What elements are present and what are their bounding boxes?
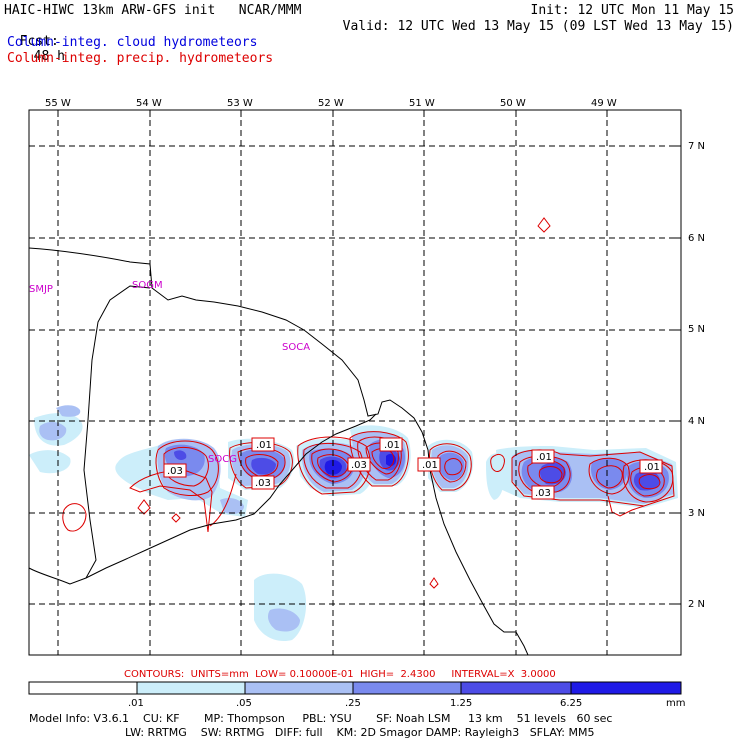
lon-label-55w: 55 W bbox=[45, 98, 71, 109]
colorbar-tick: .01 bbox=[128, 698, 144, 709]
colorbar-swatch bbox=[136, 681, 246, 695]
lon-label-53w: 53 W bbox=[227, 98, 253, 109]
station-label-smjp: SMJP bbox=[29, 284, 53, 295]
svg-text:.03: .03 bbox=[255, 478, 271, 489]
lat-label-3n: 3 N bbox=[688, 508, 706, 519]
colorbar-swatch bbox=[244, 681, 354, 695]
colorbar-swatch bbox=[460, 681, 572, 695]
colorbar-swatch bbox=[28, 681, 138, 695]
init-time: Init: 12 UTC Mon 11 May 15 bbox=[530, 3, 735, 18]
model-info-line-1: Model Info: V3.6.1 CU: KF MP: Thompson P… bbox=[29, 712, 613, 725]
model-info-line-2: LW: RRTMG SW: RRTMG DIFF: full KM: 2D Sm… bbox=[125, 726, 595, 739]
fcst-value: 48 h bbox=[33, 49, 65, 64]
svg-text:.01: .01 bbox=[256, 440, 272, 451]
colorbar-tick: .25 bbox=[345, 698, 361, 709]
colorbar-tick: 6.25 bbox=[560, 698, 583, 709]
lat-label-5n: 5 N bbox=[688, 324, 706, 335]
moderate-shading bbox=[39, 405, 674, 632]
station-label-sogm: SOGM bbox=[132, 280, 163, 291]
lon-label-50w: 50 W bbox=[500, 98, 526, 109]
lat-lon-grid bbox=[29, 110, 681, 655]
contour-label: .01 bbox=[417, 457, 441, 472]
colorbar-swatch bbox=[352, 681, 462, 695]
colorbar bbox=[28, 681, 682, 695]
contour-label: .03 bbox=[347, 457, 371, 472]
station-label-soca: SOCA bbox=[282, 342, 310, 353]
svg-text:.03: .03 bbox=[535, 488, 551, 499]
legend-precip: Column-integ. precip. hydrometeors bbox=[7, 51, 274, 66]
colorbar-tick: 1.25 bbox=[450, 698, 473, 709]
contours-info: CONTOURS: UNITS=mm LOW= 0.10000E-01 HIGH… bbox=[124, 669, 556, 680]
lat-label-2n: 2 N bbox=[688, 599, 706, 610]
legend-cloud: Column-integ. cloud hydrometeors bbox=[7, 35, 258, 50]
lat-label-7n: 7 N bbox=[688, 141, 706, 152]
svg-text:.01: .01 bbox=[384, 440, 400, 451]
svg-text:.03: .03 bbox=[351, 460, 367, 471]
svg-text:.01: .01 bbox=[644, 462, 660, 473]
forecast-hour-label: Fcst: 48 h bbox=[4, 19, 65, 64]
model-title: HAIC-HIWC 13km ARW-GFS init NCAR/MMM bbox=[4, 3, 302, 18]
contour-label: .01 bbox=[379, 437, 403, 452]
svg-text:.01: .01 bbox=[536, 452, 552, 463]
lat-label-6n: 6 N bbox=[688, 233, 706, 244]
valid-time: Valid: 12 UTC Wed 13 May 15 (09 LST Wed … bbox=[342, 19, 734, 34]
lat-label-4n: 4 N bbox=[688, 416, 706, 427]
contour-label: .03 bbox=[531, 485, 555, 500]
fcst-label: Fcst: bbox=[19, 34, 59, 49]
contour-label: .03 bbox=[251, 475, 275, 490]
contour-label: .03 bbox=[163, 463, 187, 478]
colorbar-swatch bbox=[570, 681, 682, 695]
contour-label: .01 bbox=[639, 459, 663, 474]
lon-label-51w: 51 W bbox=[409, 98, 435, 109]
contour-label: .01 bbox=[531, 449, 555, 464]
svg-text:.03: .03 bbox=[167, 466, 183, 477]
lon-label-49w: 49 W bbox=[591, 98, 617, 109]
contour-label: .01 bbox=[251, 437, 275, 452]
lon-label-54w: 54 W bbox=[136, 98, 162, 109]
precip-contours bbox=[62, 217, 675, 589]
station-label-socg: SOCG bbox=[208, 454, 237, 465]
colorbar-tick: .05 bbox=[236, 698, 252, 709]
colorbar-unit: mm bbox=[666, 698, 686, 709]
lon-label-52w: 52 W bbox=[318, 98, 344, 109]
coastline bbox=[29, 247, 529, 655]
map-frame bbox=[28, 109, 682, 656]
svg-text:.01: .01 bbox=[422, 460, 438, 471]
